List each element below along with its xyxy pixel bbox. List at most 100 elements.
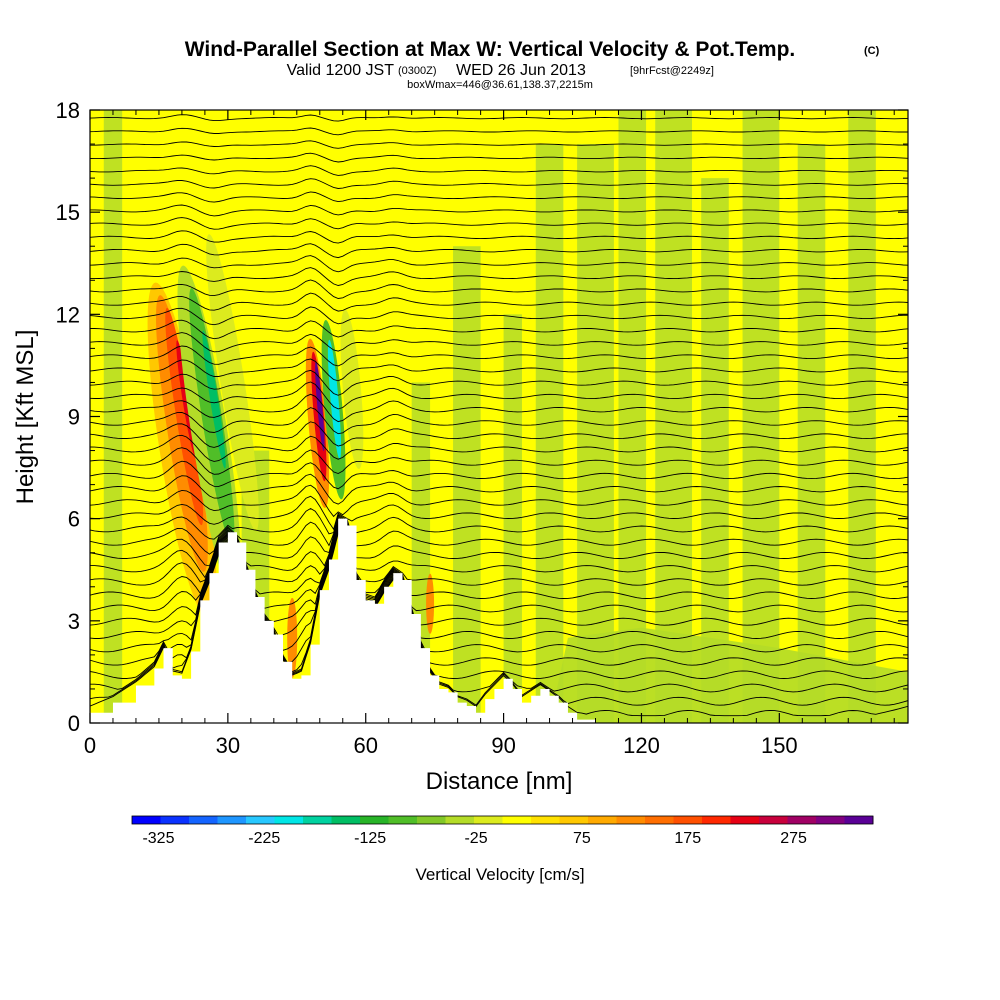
valid-date: WED 26 Jun 2013 (456, 62, 586, 79)
theta-contour (90, 407, 908, 435)
x-axis-label: Distance [nm] (426, 768, 573, 795)
y-tick-label: 18 (56, 98, 80, 123)
downdraft-core (202, 330, 226, 469)
colorbar-swatch (759, 816, 788, 824)
y-tick-label: 6 (68, 507, 80, 532)
y-tick-label: 3 (68, 609, 80, 634)
colorbar-tick-label: -325 (142, 830, 174, 847)
theta-contour (90, 292, 908, 312)
colorbar-tick-label: -125 (354, 830, 386, 847)
theta-contour (90, 421, 908, 448)
plot-area (90, 110, 908, 723)
theta-contour (90, 484, 908, 518)
theta-contour (90, 255, 908, 273)
x-axis: 0 30 60 90 120 150 (84, 110, 895, 758)
colorbar-swatch (274, 816, 304, 824)
theta-contour (90, 267, 908, 286)
theta-contour (90, 523, 908, 626)
colorbar-tick-label: 175 (674, 830, 701, 847)
colorbar-tick-label: -25 (464, 830, 487, 847)
theta-contour (90, 517, 908, 579)
updraft-peak (315, 361, 325, 452)
weak-downdraft-band (742, 110, 780, 723)
y-axis: 0 3 6 9 12 15 18 (56, 98, 908, 736)
colorbar-label: Vertical Velocity [cm/s] (415, 865, 584, 884)
colorbar-swatch (787, 816, 817, 824)
low-updraft (287, 597, 298, 678)
terrain (90, 518, 908, 723)
colorbar-swatch (331, 816, 361, 824)
colorbar-swatch (417, 816, 446, 824)
box-wmax-info: boxWmax=446@36.61,138.37,2215m (407, 79, 593, 91)
colorbar-swatch (360, 816, 389, 824)
colorbar-swatch (246, 816, 275, 824)
weak-downdraft-band (453, 246, 481, 723)
y-tick-label: 12 (56, 302, 80, 327)
theta-contour (90, 520, 908, 599)
theta-contour (90, 522, 908, 613)
colorbar-swatch (616, 816, 646, 824)
colorbar-swatch (132, 816, 161, 824)
weak-downdraft-band (655, 110, 693, 723)
x-tick-label: 120 (623, 733, 660, 758)
theta-contour (90, 243, 908, 259)
theta-contour (90, 518, 908, 586)
x-tick-label: 0 (84, 733, 96, 758)
low-updraft (426, 573, 435, 634)
colorbar-swatch (445, 816, 475, 824)
weak-downdraft-band (577, 144, 614, 723)
theta-contour (90, 516, 908, 567)
theta-contour (90, 358, 908, 382)
copyright-mark: (C) (864, 45, 880, 57)
colorbar-tick-label: 275 (780, 830, 807, 847)
theta-contour (90, 114, 908, 122)
y-tick-label: 0 (68, 711, 80, 736)
theta-contours (90, 114, 908, 717)
theta-contour (90, 230, 908, 244)
colorbar-swatch (502, 816, 532, 824)
chart-title: Wind-Parallel Section at Max W: Vertical… (185, 38, 796, 61)
colorbar-swatch (673, 816, 703, 824)
downdraft-trail (340, 309, 364, 469)
theta-contour (90, 217, 908, 230)
theta-contour (90, 526, 908, 653)
theta-contour (90, 127, 908, 136)
theta-contour (90, 140, 908, 149)
forecast-info: [9hrFcst@2249z] (630, 65, 714, 77)
colorbar-swatch (645, 816, 674, 824)
weak-downdraft-band (535, 144, 564, 723)
downdraft-trail (206, 234, 259, 531)
theta-contour (90, 524, 908, 639)
weak-downdraft-band (797, 144, 826, 723)
downdraft-core (327, 339, 342, 460)
x-tick-label: 60 (353, 733, 377, 758)
y-tick-label: 15 (56, 200, 80, 225)
x-tick-label: 90 (491, 733, 515, 758)
valid-time-label: Valid 1200 JST (287, 62, 395, 79)
theta-contour (90, 381, 908, 410)
colorbar-swatch (160, 816, 190, 824)
theta-contour (90, 345, 908, 367)
weak-downdraft-band (103, 110, 123, 723)
theta-contour (90, 495, 908, 531)
theta-contour (90, 369, 908, 396)
theta-contour (90, 279, 908, 299)
colorbar-tick-label: -225 (248, 830, 280, 847)
weak-downdraft-band (848, 110, 876, 723)
valid-time-utc: (0300Z) (398, 65, 437, 77)
theta-contour (90, 514, 908, 555)
y-axis-label: Height [Kft MSL] (12, 330, 39, 505)
colorbar-swatch (303, 816, 332, 824)
colorbar-swatch (189, 816, 218, 824)
colorbar-swatch (388, 816, 418, 824)
theta-contour (90, 460, 908, 490)
low-level-downdraft-region (549, 627, 908, 723)
theta-contour (90, 306, 908, 326)
theta-contour (90, 434, 908, 462)
theta-contour (90, 527, 908, 666)
theta-contour (90, 191, 908, 203)
theta-contour (90, 165, 908, 176)
colorbar-frame (131, 815, 874, 825)
downdraft-plume (189, 288, 235, 545)
